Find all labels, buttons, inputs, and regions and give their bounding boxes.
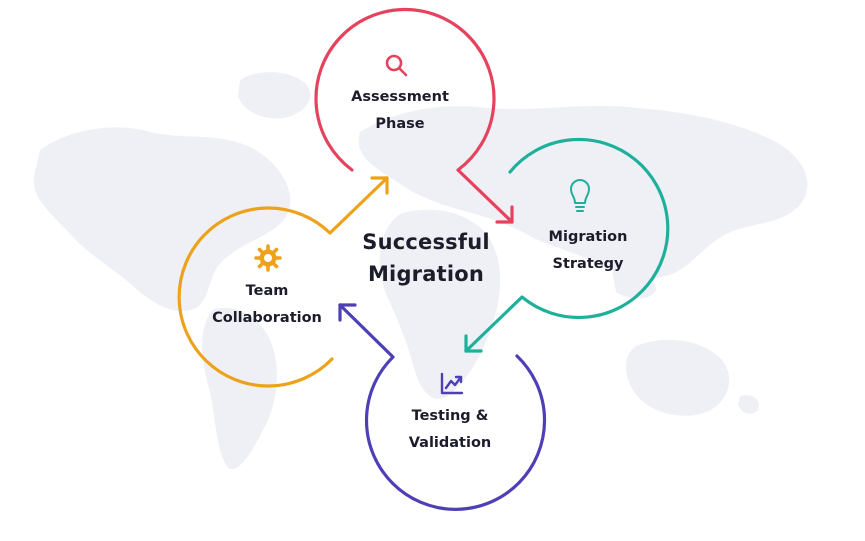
lightbulb-icon: [570, 179, 590, 212]
strategy-stage-shape: [464, 137, 670, 353]
testing-label-line2: Validation: [408, 435, 492, 451]
magnifier-icon: [385, 54, 408, 77]
team-stage-shape: [177, 176, 389, 388]
team-label: Team Collaboration: [192, 278, 342, 332]
strategy-label-line2: Strategy: [552, 256, 624, 272]
testing-label-line1: Testing &: [411, 408, 489, 424]
strategy-label: Migration Strategy: [523, 224, 653, 278]
strategy-label-line1: Migration: [548, 229, 628, 245]
testing-stage-shape: [338, 303, 547, 511]
assessment-label: Assessment Phase: [330, 84, 470, 138]
team-label-line1: Team: [245, 283, 289, 299]
team-label-line2: Collaboration: [212, 310, 322, 326]
center-title: Successful Migration: [320, 226, 532, 290]
assessment-stage-shape: [314, 7, 514, 224]
gear-icon: [254, 244, 282, 272]
trend-chart-icon: [440, 372, 464, 395]
assessment-label-line1: Assessment: [351, 89, 449, 105]
assessment-label-line2: Phase: [375, 116, 425, 132]
world-map-background: [33, 72, 808, 470]
center-title-line2: Migration: [367, 262, 485, 286]
center-title-line1: Successful: [362, 230, 490, 254]
testing-label: Testing & Validation: [380, 403, 520, 457]
